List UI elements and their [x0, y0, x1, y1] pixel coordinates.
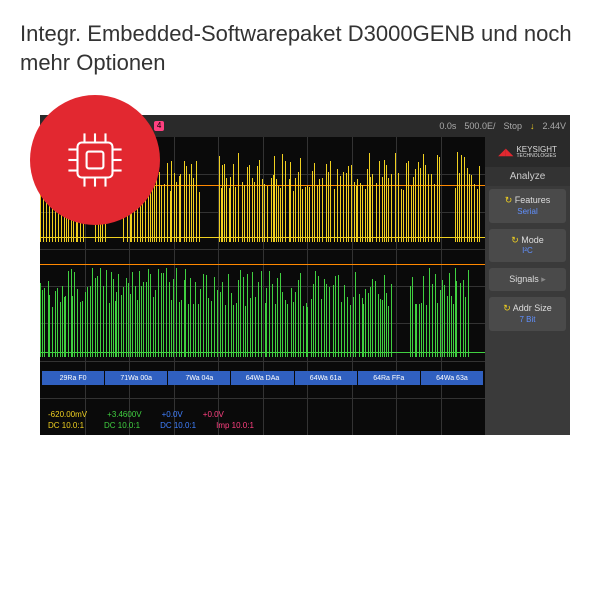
channel-2-waveform: [40, 267, 485, 357]
run-status: Stop: [503, 121, 522, 131]
brand-logo: ◢◣ KEYSIGHT TECHNOLOGIES: [485, 137, 570, 167]
mode-sub: I²C: [522, 246, 533, 255]
mode-label: Mode: [521, 235, 544, 245]
decode-segment: 64Wa 63a: [421, 371, 483, 385]
decode-segment: 29Ra F0: [42, 371, 104, 385]
features-label: Features: [515, 195, 551, 205]
side-panel: ◢◣ KEYSIGHT TECHNOLOGIES Analyze ↻ Featu…: [485, 137, 570, 435]
timebase: 0.0s: [439, 121, 456, 131]
page-title: Integr. Embedded-Softwarepaket D3000GENB…: [0, 0, 600, 87]
cursor-line: [40, 264, 485, 265]
refresh-icon: ↻: [503, 303, 511, 313]
measurement-value: DC 10.0:1: [160, 421, 196, 430]
refresh-icon: ↻: [505, 195, 513, 205]
decode-segment: 71Wa 00a: [105, 371, 167, 385]
decode-segment: 64Wa DAa: [231, 371, 293, 385]
timediv: 500.0E/: [464, 121, 495, 131]
decode-segment: 64Wa 61a: [295, 371, 357, 385]
chip-icon-badge: [30, 95, 160, 225]
chevron-right-icon: ▸: [541, 274, 546, 284]
ch4-badge: 4: [154, 121, 164, 131]
brand-sub: TECHNOLOGIES: [516, 154, 556, 159]
features-sub: Serial: [517, 207, 537, 216]
addr-label: Addr Size: [513, 303, 552, 313]
serial-decode-bar: 29Ra F071Wa 00a7Wa 04a64Wa DAa64Wa 61a64…: [40, 371, 485, 385]
decode-segment: 7Wa 04a: [168, 371, 230, 385]
measurement-value: DC 10.0:1: [104, 421, 140, 430]
mode-button[interactable]: ↻ Mode I²C: [489, 229, 566, 263]
refresh-icon: ↻: [511, 235, 519, 245]
addr-size-button[interactable]: ↻ Addr Size 7 Bit: [489, 297, 566, 331]
measurement-value: +3.4600V: [107, 410, 141, 419]
measurement-info: -620.00mV +3.4600V +0.0V +0.0V DC 10.0:1 DC …: [40, 410, 485, 430]
measurement-value: DC 10.0:1: [48, 421, 84, 430]
measurement-value: +0.0V: [162, 410, 183, 419]
signals-label: Signals: [509, 274, 539, 284]
trigger-level: 2.44V: [542, 121, 566, 131]
measurement-value: +0.0V: [203, 410, 224, 419]
decode-segment: 64Ra FFa: [358, 371, 420, 385]
panel-title: Analyze: [485, 167, 570, 186]
chip-icon: [60, 125, 130, 195]
keysight-icon: ◢◣: [498, 147, 513, 158]
measurement-value: -620.00mV: [48, 410, 87, 419]
signals-button[interactable]: Signals ▸: [489, 268, 566, 291]
features-button[interactable]: ↻ Features Serial: [489, 189, 566, 223]
addr-sub: 7 Bit: [519, 315, 535, 324]
measurement-value: Imp 10.0:1: [216, 421, 254, 430]
